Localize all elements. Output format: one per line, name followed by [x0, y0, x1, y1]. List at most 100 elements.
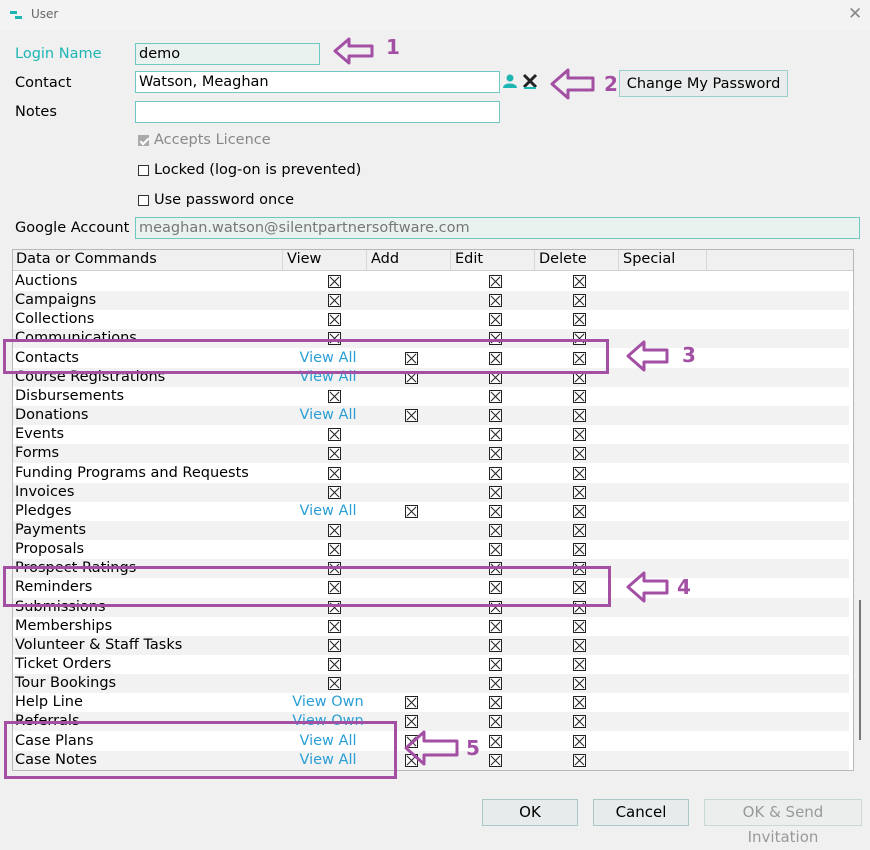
locked-label: Locked (log-on is prevented): [154, 162, 362, 178]
view-scope-link[interactable]: View All: [299, 502, 357, 519]
delete-checkbox[interactable]: [573, 696, 586, 710]
clear-x-icon[interactable]: [522, 73, 538, 89]
view-checkbox[interactable]: [328, 428, 341, 442]
delete-checkbox[interactable]: [573, 389, 586, 403]
edit-checkbox[interactable]: [489, 734, 502, 748]
notes-field[interactable]: [135, 101, 500, 123]
ok-send-invitation-button[interactable]: OK & Send Invitation: [704, 799, 862, 846]
locked-row[interactable]: Locked (log-on is prevented): [138, 162, 361, 178]
view-checkbox[interactable]: [328, 638, 341, 652]
delete-checkbox[interactable]: [573, 658, 586, 671]
view-checkbox[interactable]: [328, 466, 341, 480]
view-checkbox[interactable]: [328, 389, 341, 403]
edit-checkbox[interactable]: [489, 409, 502, 423]
edit-checkbox[interactable]: [489, 523, 502, 537]
view-checkbox[interactable]: [328, 600, 341, 614]
close-icon[interactable]: ✕: [848, 4, 863, 24]
delete-checkbox[interactable]: [573, 409, 586, 423]
locked-checkbox[interactable]: [138, 164, 149, 176]
view-scope-link[interactable]: View Own: [292, 694, 364, 711]
contact-field[interactable]: Watson, Meaghan: [135, 71, 500, 93]
delete-checkbox[interactable]: [573, 466, 586, 480]
col-add[interactable]: Add: [371, 251, 400, 267]
use-password-once-row[interactable]: Use password once: [138, 192, 294, 208]
edit-checkbox[interactable]: [489, 619, 502, 633]
add-checkbox[interactable]: [405, 351, 418, 365]
edit-checkbox[interactable]: [489, 332, 502, 346]
delete-checkbox[interactable]: [573, 638, 586, 652]
delete-checkbox[interactable]: [573, 294, 586, 308]
view-checkbox[interactable]: [328, 619, 341, 633]
view-scope-link[interactable]: View All: [299, 751, 357, 768]
edit-checkbox[interactable]: [489, 696, 502, 710]
edit-checkbox[interactable]: [489, 389, 502, 403]
view-checkbox[interactable]: [328, 275, 341, 288]
ok-button[interactable]: OK: [482, 799, 578, 826]
delete-checkbox[interactable]: [573, 543, 586, 557]
edit-checkbox[interactable]: [489, 543, 502, 557]
google-account-field[interactable]: meaghan.watson@silentpartnersoftware.com: [135, 217, 860, 239]
view-checkbox[interactable]: [328, 581, 341, 595]
add-checkbox[interactable]: [405, 696, 418, 710]
add-checkbox[interactable]: [405, 504, 418, 518]
delete-checkbox[interactable]: [573, 447, 586, 461]
delete-checkbox[interactable]: [573, 275, 586, 288]
edit-checkbox[interactable]: [489, 447, 502, 461]
col-edit[interactable]: Edit: [455, 251, 484, 267]
delete-checkbox[interactable]: [573, 313, 586, 327]
edit-checkbox[interactable]: [489, 351, 502, 365]
cancel-button[interactable]: Cancel: [593, 799, 689, 826]
view-scope-link[interactable]: View All: [299, 349, 357, 366]
change-password-button[interactable]: Change My Password: [619, 70, 788, 97]
delete-checkbox[interactable]: [573, 428, 586, 442]
add-checkbox[interactable]: [405, 409, 418, 423]
col-delete[interactable]: Delete: [539, 251, 587, 267]
delete-checkbox[interactable]: [573, 332, 586, 346]
edit-checkbox[interactable]: [489, 504, 502, 518]
edit-checkbox[interactable]: [489, 677, 502, 691]
edit-checkbox[interactable]: [489, 466, 502, 480]
delete-checkbox[interactable]: [573, 523, 586, 537]
edit-checkbox[interactable]: [489, 581, 502, 595]
delete-checkbox[interactable]: [573, 581, 586, 595]
view-checkbox[interactable]: [328, 543, 341, 557]
delete-checkbox[interactable]: [573, 351, 586, 365]
delete-checkbox[interactable]: [573, 677, 586, 691]
delete-checkbox[interactable]: [573, 753, 586, 767]
login-name-field[interactable]: demo: [135, 43, 320, 65]
view-checkbox[interactable]: [328, 658, 341, 671]
view-checkbox[interactable]: [328, 332, 341, 346]
col-special[interactable]: Special: [623, 251, 676, 267]
view-checkbox[interactable]: [328, 523, 341, 537]
view-scope-link[interactable]: View All: [299, 407, 357, 424]
delete-checkbox[interactable]: [573, 504, 586, 518]
view-checkbox[interactable]: [328, 485, 341, 499]
view-checkbox[interactable]: [328, 313, 341, 327]
delete-checkbox[interactable]: [573, 485, 586, 499]
edit-checkbox[interactable]: [489, 485, 502, 499]
edit-checkbox[interactable]: [489, 313, 502, 327]
edit-checkbox[interactable]: [489, 428, 502, 442]
add-checkbox[interactable]: [405, 715, 418, 729]
delete-checkbox[interactable]: [573, 619, 586, 633]
delete-checkbox[interactable]: [573, 715, 586, 729]
view-checkbox[interactable]: [328, 677, 341, 691]
edit-checkbox[interactable]: [489, 638, 502, 652]
col-view[interactable]: View: [287, 251, 322, 267]
edit-checkbox[interactable]: [489, 658, 502, 671]
view-scope-link[interactable]: View All: [299, 732, 357, 749]
person-icon[interactable]: [502, 73, 518, 89]
edit-checkbox[interactable]: [489, 600, 502, 614]
edit-checkbox[interactable]: [489, 753, 502, 767]
delete-checkbox[interactable]: [573, 734, 586, 748]
grid-scrollbar[interactable]: [859, 600, 861, 740]
use-password-once-checkbox[interactable]: [138, 194, 149, 206]
delete-checkbox[interactable]: [573, 600, 586, 614]
app-logo-icon: [10, 11, 22, 19]
view-checkbox[interactable]: [328, 294, 341, 308]
edit-checkbox[interactable]: [489, 275, 502, 288]
edit-checkbox[interactable]: [489, 715, 502, 729]
view-checkbox[interactable]: [328, 447, 341, 461]
edit-checkbox[interactable]: [489, 294, 502, 308]
col-data-or-commands[interactable]: Data or Commands: [16, 251, 157, 267]
